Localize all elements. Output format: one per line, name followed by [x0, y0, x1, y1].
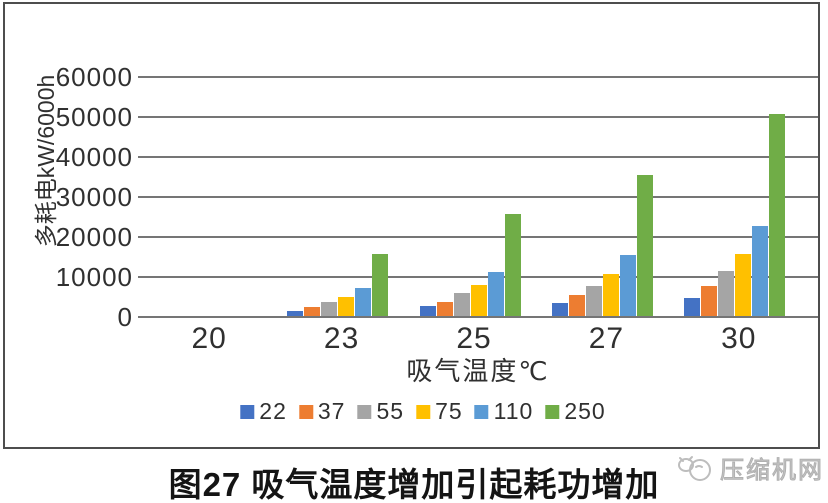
bar-250-at-30 [769, 113, 786, 316]
legend-swatch-75 [416, 404, 431, 419]
x-axis-title: 吸气温度℃ [406, 356, 550, 386]
legend-item-37: 37 [298, 398, 346, 425]
legend-item-55: 55 [357, 398, 404, 425]
gridline-0 [138, 316, 818, 318]
bar-250-at-25 [504, 213, 521, 316]
gridline-40000 [138, 156, 818, 158]
bar-37-at-27 [568, 295, 585, 316]
y-tick-label-10000: 10000 [55, 262, 133, 292]
figure-caption: 图27 吸气温度增加引起耗功增加 [168, 466, 660, 503]
legend-label-37: 37 [317, 398, 346, 424]
bar-22-at-27 [551, 303, 568, 316]
bar-55-at-23 [321, 302, 338, 316]
legend-label-55: 55 [376, 398, 405, 424]
x-tick-label-25: 25 [456, 322, 492, 355]
y-tick-label-60000: 60000 [55, 62, 133, 92]
legend-label-22: 22 [259, 398, 287, 424]
bar-250-at-23 [372, 254, 389, 316]
bar-37-at-23 [304, 306, 321, 316]
legend-item-22: 22 [240, 398, 287, 425]
y-tick-label-20000: 20000 [55, 222, 133, 252]
bar-110-at-23 [355, 288, 372, 316]
gridline-60000 [138, 76, 818, 78]
bar-75-at-27 [602, 274, 619, 316]
y-tick-label-50000: 50000 [55, 102, 133, 132]
chart-panel: 多耗电kW/6000h 0 10000 20000 30000 40000 50000 60… [3, 2, 820, 449]
plot-area [138, 76, 818, 318]
bar-110-at-30 [752, 226, 769, 316]
y-tick-label-40000: 40000 [55, 142, 133, 172]
bar-110-at-25 [487, 272, 504, 316]
legend-swatch-110 [474, 404, 489, 419]
bar-75-at-30 [735, 254, 752, 316]
legend-label-110: 110 [493, 398, 534, 424]
legend-label-75: 75 [435, 398, 463, 424]
legend-item-75: 75 [416, 398, 463, 425]
gridline-50000 [138, 116, 818, 118]
gridline-20000 [138, 236, 818, 238]
y-tick-label-0: 0 [117, 302, 133, 332]
legend-swatch-37 [298, 404, 313, 419]
bar-55-at-27 [585, 286, 602, 316]
bar-55-at-30 [718, 271, 735, 316]
bar-55-at-25 [453, 292, 470, 316]
bar-22-at-30 [684, 297, 701, 316]
bar-22-at-23 [287, 311, 304, 316]
bar-37-at-25 [436, 301, 453, 316]
legend-swatch-22 [240, 404, 255, 419]
bar-75-at-25 [470, 285, 487, 316]
watermark: 压缩机网 [676, 450, 824, 485]
legend-swatch-55 [357, 404, 372, 419]
legend-swatch-250 [545, 404, 560, 419]
watermark-text: 压缩机网 [720, 457, 824, 485]
y-tick-label-30000: 30000 [55, 182, 133, 212]
legend-item-110: 110 [474, 398, 534, 425]
bar-37-at-30 [701, 285, 718, 316]
x-tick-label-27: 27 [588, 322, 625, 355]
x-tick-label-30: 30 [721, 322, 757, 355]
chart-legend: 22 37 55 75 110 250 [234, 398, 611, 425]
legend-label-250: 250 [564, 398, 606, 424]
legend-item-250: 250 [545, 398, 605, 425]
bar-75-at-23 [338, 296, 355, 316]
compressor-logo-icon [678, 455, 711, 481]
x-tick-label-23: 23 [323, 322, 360, 355]
x-tick-label-20: 20 [191, 322, 227, 355]
bar-250-at-27 [636, 175, 653, 316]
gridline-10000 [138, 276, 818, 278]
bar-22-at-25 [419, 306, 436, 316]
bar-110-at-27 [619, 254, 636, 316]
gridline-30000 [138, 196, 818, 198]
